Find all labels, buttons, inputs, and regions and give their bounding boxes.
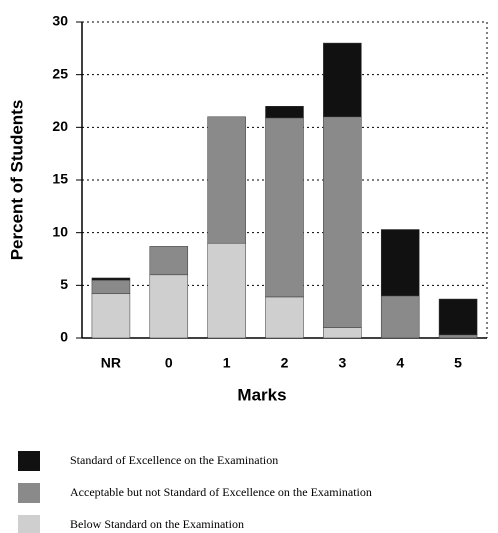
bar-segment (438, 334, 478, 339)
legend-swatch (18, 483, 40, 503)
legend-label: Acceptable but not Standard of Excellenc… (70, 485, 372, 499)
bar-segment (380, 295, 420, 339)
bar-segment (91, 277, 131, 281)
bar-segment (149, 246, 189, 276)
y-tick-label: 0 (60, 329, 68, 345)
bar-segment (265, 117, 304, 298)
y-tick-label: 10 (52, 223, 68, 239)
legend-swatch (18, 515, 40, 533)
x-tick-label: 4 (396, 355, 404, 371)
x-tick-label: 3 (338, 355, 346, 371)
bar-segment (207, 242, 246, 339)
bar-segment (380, 229, 420, 297)
y-tick-label: 15 (52, 171, 68, 187)
bar-segment (323, 42, 362, 118)
y-tick-label: 25 (52, 65, 68, 81)
x-tick-label: NR (101, 355, 121, 371)
legend-label: Standard of Excellence on the Examinatio… (70, 453, 278, 467)
bar-segment (265, 296, 304, 339)
legend-swatch (18, 451, 40, 471)
bar-segment (323, 327, 362, 339)
x-tick-label: 1 (223, 355, 231, 371)
x-tick-label: 2 (281, 355, 289, 371)
legend-label: Below Standard on the Examination (70, 517, 244, 531)
bar-segment (207, 116, 246, 244)
bar-segment (91, 279, 131, 295)
y-tick-label: 30 (52, 13, 68, 29)
x-tick-label: 5 (454, 355, 462, 371)
x-tick-label: 0 (165, 355, 173, 371)
y-axis-label: Percent of Students (7, 100, 26, 261)
bar-segment (149, 274, 189, 339)
bar-segment (265, 106, 304, 119)
bar-segment (91, 293, 131, 339)
x-axis-label: Marks (237, 385, 286, 404)
bar-segment (438, 298, 478, 336)
bar-segment (323, 116, 362, 328)
y-tick-label: 20 (52, 118, 68, 134)
y-tick-label: 5 (60, 276, 68, 292)
